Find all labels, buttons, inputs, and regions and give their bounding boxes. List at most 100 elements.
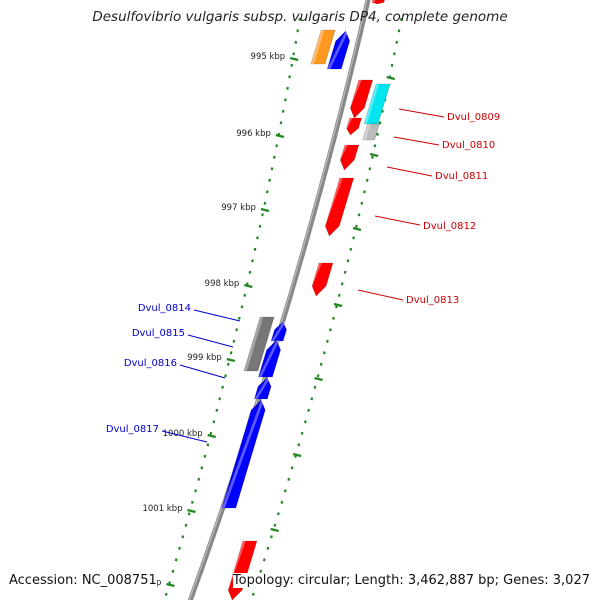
minor-tick (399, 17, 403, 21)
minor-tick (352, 236, 355, 240)
gene-reverse-dvul-0817[interactable] (221, 399, 266, 509)
major-tick-mark (187, 508, 196, 514)
minor-tick (343, 270, 347, 274)
gene-reverse[interactable] (326, 30, 351, 70)
minor-tick (243, 293, 247, 297)
minor-tick (209, 431, 213, 435)
minor-tick (297, 443, 301, 447)
kbp-tick: 998 kbp (205, 279, 253, 289)
rna-feature[interactable] (310, 29, 336, 65)
minor-tick (235, 328, 238, 332)
kbp-tick-label: 997 kbp (221, 203, 256, 213)
minor-tick (197, 477, 201, 481)
gene-reverse-dvul-0815[interactable] (270, 321, 287, 342)
minor-tick (268, 178, 271, 182)
minor-tick (357, 213, 361, 217)
minor-tick (273, 523, 277, 527)
gene-label-dvul-0813[interactable]: Dvul_0813 (357, 289, 459, 306)
gene-arrow-body (253, 377, 272, 400)
gene-label-dvul-0817[interactable]: Dvul_0817 (106, 424, 208, 443)
minor-tick (265, 190, 269, 194)
gene-label-text: Dvul_0814 (138, 303, 191, 314)
minor-tick (363, 190, 366, 194)
gene-arrow-shading (344, 118, 353, 129)
gene-forward[interactable] (225, 540, 258, 600)
gene-arrow-shading (310, 30, 325, 64)
outer-major-tick (333, 302, 343, 308)
minor-tick (397, 29, 401, 33)
label-leader-line (393, 136, 440, 146)
minor-tick (258, 224, 262, 228)
minor-tick (206, 443, 210, 447)
minor-tick (178, 546, 181, 550)
kbp-tick-label: 995 kbp (251, 52, 286, 62)
minor-tick (298, 17, 302, 21)
minor-tick (218, 397, 222, 401)
minor-tick (376, 132, 379, 136)
minor-tick (290, 63, 294, 67)
gene-label-dvul-0816[interactable]: Dvul_0816 (124, 358, 226, 379)
gene-arrow-shading (258, 340, 280, 377)
gene-reverse-dvul-0816[interactable] (257, 339, 281, 378)
gene-forward-dvul-0809[interactable] (347, 79, 374, 119)
gene-label-text: Dvul_0813 (406, 295, 459, 306)
gene-arrow-shading (225, 541, 246, 590)
outer-major-tick (314, 376, 323, 382)
gene-arrow-body (362, 123, 380, 141)
kbp-tick: 995 kbp (251, 52, 299, 62)
kbp-tick: 996 kbp (236, 129, 285, 139)
minor-tick (319, 362, 323, 366)
gene-label-dvul-0812[interactable]: Dvul_0812 (374, 215, 476, 232)
minor-tick (279, 121, 283, 125)
minor-tick (286, 86, 289, 90)
gray-feature[interactable] (362, 123, 380, 141)
gene-reverse-small[interactable] (253, 377, 272, 400)
gene-arrow-body (346, 117, 363, 136)
gene-label-dvul-0809[interactable]: Dvul_0809 (398, 108, 500, 123)
minor-tick (221, 385, 224, 389)
major-tick-mark (260, 207, 270, 213)
minor-tick (275, 144, 278, 148)
gene-arrow-shading (322, 178, 343, 226)
minor-tick (270, 167, 274, 171)
gene-forward-dvul-0811[interactable] (337, 144, 360, 171)
major-tick-mark (275, 133, 285, 139)
gene-label-dvul-0815[interactable]: Dvul_0815 (132, 328, 234, 348)
gene-arrow-body (371, 0, 385, 5)
gene-arrow-body (221, 399, 266, 509)
minor-tick (229, 351, 233, 355)
gene-label-dvul-0811[interactable]: Dvul_0811 (386, 166, 488, 182)
minor-tick (262, 558, 266, 562)
outer-major-tick (270, 527, 279, 533)
major-tick-mark (166, 582, 175, 588)
minor-tick (371, 155, 374, 159)
pseudogene-dvul-0814[interactable] (243, 316, 275, 372)
gene-label-text: Dvul_0816 (124, 358, 177, 369)
minor-tick (294, 40, 298, 44)
accession-text: Accession: NC_008751 (9, 573, 157, 588)
minor-tick (215, 408, 219, 412)
gene-arrow-body (326, 30, 351, 70)
minor-tick (248, 270, 252, 274)
label-leader-line (187, 334, 234, 348)
minor-tick (307, 408, 310, 412)
gene-forward-dvul-0813[interactable] (309, 262, 334, 297)
minor-tick (360, 201, 364, 205)
gene-forward-dvul-0810[interactable] (344, 117, 363, 136)
gene-arrow-body (311, 262, 334, 297)
gene-label-dvul-0810[interactable]: Dvul_0810 (393, 136, 495, 151)
topology-text: Topology: circular; Length: 3,462,887 bp… (232, 573, 590, 588)
gene-arrow-body (270, 321, 287, 342)
gene-forward[interactable] (371, 0, 385, 5)
gene-label-dvul-0814[interactable]: Dvul_0814 (138, 303, 241, 322)
minor-tick (378, 121, 382, 125)
gene-forward-dvul-0812[interactable] (322, 177, 355, 237)
outer-major-tick (369, 152, 379, 158)
minor-tick (200, 466, 204, 470)
minor-tick (224, 374, 227, 378)
minor-tick (270, 535, 273, 539)
minor-tick (266, 546, 270, 550)
label-leader-line (374, 215, 421, 226)
outer-major-tick (292, 452, 302, 458)
outer-major-tick (352, 226, 362, 232)
